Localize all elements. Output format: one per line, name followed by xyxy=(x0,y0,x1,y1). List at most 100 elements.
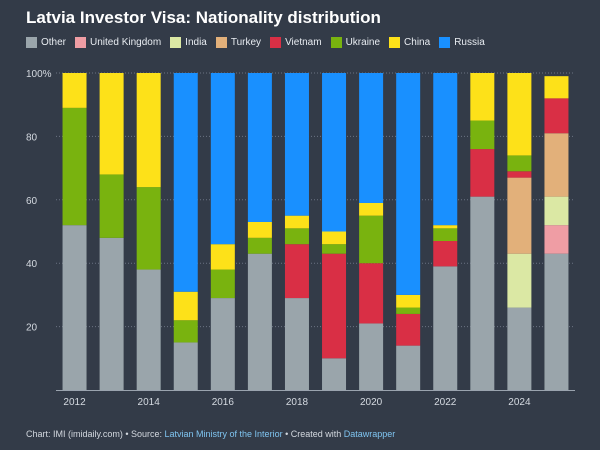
bar-segment-china-2024[interactable] xyxy=(507,73,532,156)
legend-item-india: India xyxy=(170,37,207,48)
bar-segment-other-2014[interactable] xyxy=(136,269,161,390)
legend-label: Russia xyxy=(454,37,485,48)
bar-segment-china-2017[interactable] xyxy=(247,221,272,238)
bar-segment-russia-2020[interactable] xyxy=(359,73,384,203)
bar-segment-china-2019[interactable] xyxy=(322,231,347,245)
bar-segment-ukraine-2016[interactable] xyxy=(210,269,235,299)
legend: Other United Kingdom India Turkey Vietnam Ukr… xyxy=(26,37,494,48)
bar-segment-ukraine-2024[interactable] xyxy=(507,155,532,172)
legend-item-turkey: Turkey xyxy=(215,37,262,48)
legend-swatch xyxy=(215,37,227,48)
bar-segment-vietnam-2020[interactable] xyxy=(359,263,384,324)
bar-segment-vietnam-2022[interactable] xyxy=(433,241,458,267)
bar-segment-china-2014[interactable] xyxy=(136,73,161,188)
legend-item-vietnam: Vietnam xyxy=(270,37,322,48)
x-tick-label: 2018 xyxy=(286,397,309,408)
footer: Chart: IMI (imidaily.com) • Source: Latv… xyxy=(26,429,395,439)
bar-segment-russia-2022[interactable] xyxy=(433,73,458,226)
bar-segment-other-2024[interactable] xyxy=(507,307,532,390)
bar-segment-other-2023[interactable] xyxy=(470,196,495,390)
bar-segment-other-2013[interactable] xyxy=(99,237,124,390)
y-tick-label: 40 xyxy=(26,259,38,270)
x-tick-label: 2012 xyxy=(63,397,86,408)
legend-swatch xyxy=(170,37,182,48)
bar-segment-ukraine-2019[interactable] xyxy=(322,244,347,254)
bar-segment-vietnam-2021[interactable] xyxy=(396,313,421,346)
bar-segment-ukraine-2014[interactable] xyxy=(136,187,161,270)
x-tick-label: 2014 xyxy=(138,397,161,408)
bar-segment-vietnam-2025[interactable] xyxy=(544,98,569,134)
legend-label: Ukraine xyxy=(345,37,381,48)
legend-label: Other xyxy=(41,37,67,48)
bar-segment-turkey-2025[interactable] xyxy=(544,133,569,197)
y-tick-label: 20 xyxy=(26,323,38,334)
bar-segment-vietnam-2019[interactable] xyxy=(322,253,347,359)
legend-item-united-kingdom: United Kingdom xyxy=(75,37,161,48)
bar-segment-russia-2018[interactable] xyxy=(284,73,309,216)
legend-label: Vietnam xyxy=(285,37,322,48)
bar-segment-turkey-2024[interactable] xyxy=(507,177,532,254)
bar-segment-russia-2017[interactable] xyxy=(247,73,272,222)
bar-segment-united-kingdom-2025[interactable] xyxy=(544,225,569,254)
legend-swatch xyxy=(439,37,451,48)
footer-prefix: Chart: IMI (imidaily.com) • Source: xyxy=(26,429,165,439)
source-link[interactable]: Latvian Ministry of the Interior xyxy=(164,429,283,439)
bar-segment-china-2016[interactable] xyxy=(210,244,235,270)
bar-segment-other-2017[interactable] xyxy=(247,253,272,390)
bar-segment-vietnam-2018[interactable] xyxy=(284,244,309,299)
datawrapper-link[interactable]: Datawrapper xyxy=(343,429,396,439)
bar-segment-other-2015[interactable] xyxy=(173,342,198,390)
bar-segment-ukraine-2013[interactable] xyxy=(99,174,124,238)
bar-segment-russia-2016[interactable] xyxy=(210,73,235,245)
bar-segment-ukraine-2017[interactable] xyxy=(247,237,272,254)
bar-segment-china-2022[interactable] xyxy=(433,225,458,229)
legend-item-china: China xyxy=(389,37,430,48)
bar-segment-ukraine-2021[interactable] xyxy=(396,307,421,314)
y-tick-label: 60 xyxy=(26,196,38,207)
legend-swatch xyxy=(389,37,401,48)
bar-segment-china-2025[interactable] xyxy=(544,76,569,99)
bar-segment-ukraine-2018[interactable] xyxy=(284,228,309,245)
bar-segment-other-2012[interactable] xyxy=(62,225,87,390)
bar-segment-other-2020[interactable] xyxy=(359,323,384,390)
bar-segment-other-2025[interactable] xyxy=(544,253,569,390)
bar-segment-ukraine-2022[interactable] xyxy=(433,228,458,242)
bar-segment-other-2019[interactable] xyxy=(322,358,347,390)
legend-swatch xyxy=(270,37,282,48)
chart-title: Latvia Investor Visa: Nationality distri… xyxy=(26,8,381,27)
bar-segment-russia-2021[interactable] xyxy=(396,73,421,295)
x-tick-label: 2020 xyxy=(360,397,383,408)
bar-segment-china-2013[interactable] xyxy=(99,73,124,175)
bar-segment-china-2021[interactable] xyxy=(396,294,421,308)
bar-segment-other-2021[interactable] xyxy=(396,345,421,390)
legend-label: India xyxy=(185,37,207,48)
legend-label: Turkey xyxy=(230,37,262,48)
x-tick-label: 2024 xyxy=(508,397,531,408)
bar-segment-india-2025[interactable] xyxy=(544,196,569,226)
bar-segment-vietnam-2024[interactable] xyxy=(507,171,532,178)
bar-segment-ukraine-2023[interactable] xyxy=(470,120,495,150)
legend-swatch xyxy=(26,37,37,48)
bar-segment-vietnam-2023[interactable] xyxy=(470,149,495,197)
bar-segment-india-2024[interactable] xyxy=(507,253,532,308)
footer-middle: • Created with xyxy=(282,429,344,439)
bar-segment-ukraine-2012[interactable] xyxy=(62,107,87,226)
bar-segment-china-2020[interactable] xyxy=(359,202,384,216)
bar-segment-other-2022[interactable] xyxy=(433,266,458,390)
bar-segment-china-2018[interactable] xyxy=(284,215,309,229)
legend-label: China xyxy=(404,37,431,48)
x-tick-label: 2016 xyxy=(212,397,235,408)
bar-segment-other-2018[interactable] xyxy=(284,298,309,390)
bar-segment-russia-2019[interactable] xyxy=(322,73,347,232)
bar-segment-ukraine-2015[interactable] xyxy=(173,320,198,343)
bar-segment-other-2016[interactable] xyxy=(210,298,235,390)
bar-segment-russia-2015[interactable] xyxy=(173,73,198,292)
bar-segment-china-2015[interactable] xyxy=(173,291,198,321)
bar-segment-ukraine-2020[interactable] xyxy=(359,215,384,264)
legend-label: United Kingdom xyxy=(90,37,162,48)
bar-segment-china-2012[interactable] xyxy=(62,73,87,108)
x-tick-label: 2022 xyxy=(434,397,457,408)
legend-swatch xyxy=(75,37,87,48)
bar-segment-china-2023[interactable] xyxy=(470,73,495,121)
